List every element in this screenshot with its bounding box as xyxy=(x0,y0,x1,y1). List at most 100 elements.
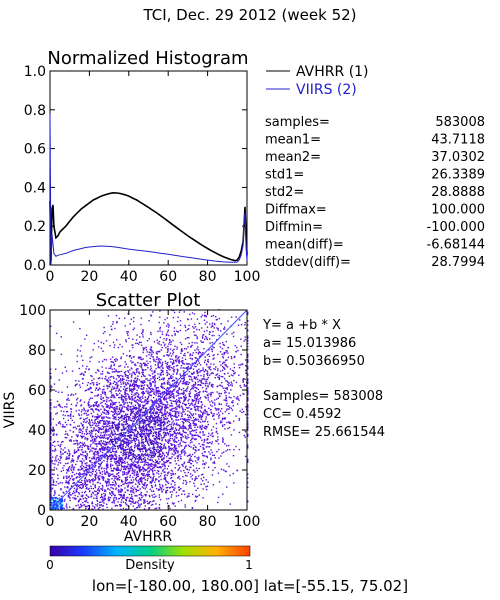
density-cell xyxy=(86,437,89,440)
density-cell xyxy=(105,426,107,428)
density-cell xyxy=(96,381,98,384)
density-cell xyxy=(87,381,89,384)
density-cell xyxy=(75,380,77,382)
density-cell xyxy=(112,323,114,325)
density-cell xyxy=(165,346,167,349)
histogram-x-tick-label: 0 xyxy=(46,269,55,285)
density-cell xyxy=(93,441,95,443)
density-cell xyxy=(122,401,125,403)
density-cell xyxy=(239,384,241,387)
density-cell xyxy=(119,392,121,395)
density-cell xyxy=(121,461,124,463)
density-cell xyxy=(194,479,196,482)
density-cell xyxy=(133,317,135,319)
density-cell xyxy=(154,469,156,472)
density-cell xyxy=(220,393,222,395)
density-cell xyxy=(161,415,163,417)
density-cell xyxy=(159,398,161,400)
density-cell xyxy=(116,339,118,341)
density-cell xyxy=(164,461,166,464)
density-cell xyxy=(162,373,164,376)
density-cell xyxy=(101,373,104,375)
density-cell xyxy=(131,383,134,385)
density-cell xyxy=(89,357,91,359)
density-cell xyxy=(55,424,58,426)
density-cell xyxy=(147,448,150,450)
density-cell xyxy=(178,401,181,403)
density-cell xyxy=(75,463,77,466)
density-cell xyxy=(67,419,69,421)
density-cell xyxy=(68,493,70,495)
density-cell xyxy=(164,343,166,345)
density-cell xyxy=(220,403,222,406)
density-cell xyxy=(101,411,104,413)
density-cell xyxy=(98,377,101,379)
density-cell xyxy=(166,333,168,336)
density-cell xyxy=(242,392,244,395)
density-cell xyxy=(178,362,180,364)
density-cell xyxy=(211,451,213,454)
density-cell xyxy=(106,401,108,403)
density-cell xyxy=(79,481,81,484)
density-cell xyxy=(131,472,134,474)
density-cell xyxy=(151,408,153,410)
density-cell xyxy=(156,446,158,449)
density-cell xyxy=(127,463,129,465)
density-cell xyxy=(226,409,228,411)
density-cell xyxy=(130,402,133,404)
density-cell xyxy=(145,440,147,443)
density-cell xyxy=(68,467,70,469)
density-cell xyxy=(105,413,107,415)
density-cell xyxy=(105,448,108,450)
density-cell xyxy=(182,430,184,433)
density-cell xyxy=(60,456,63,458)
density-cell xyxy=(191,399,193,401)
density-cell xyxy=(141,368,143,370)
density-cell xyxy=(94,494,96,496)
density-cell xyxy=(110,463,112,465)
density-cell xyxy=(130,452,133,454)
density-cell xyxy=(80,355,83,357)
density-cell xyxy=(233,395,235,398)
density-cell xyxy=(120,383,122,385)
density-cell xyxy=(181,434,183,437)
density-cell xyxy=(200,327,203,329)
density-cell xyxy=(216,385,218,388)
density-cell xyxy=(169,365,171,367)
density-cell xyxy=(181,415,183,417)
density-cell xyxy=(86,454,89,456)
density-cell xyxy=(153,371,155,374)
density-cell xyxy=(72,321,75,323)
density-cell xyxy=(78,448,80,451)
density-cell xyxy=(193,434,195,437)
density-cell xyxy=(150,390,152,392)
density-cell xyxy=(62,453,64,455)
density-cell xyxy=(137,417,140,419)
density-cell xyxy=(144,453,146,455)
density-cell xyxy=(101,405,103,407)
density-cell xyxy=(220,375,222,378)
density-cell xyxy=(171,414,174,417)
density-cell xyxy=(177,392,179,394)
density-cell xyxy=(149,383,151,385)
density-cell xyxy=(157,444,159,446)
density-cell xyxy=(195,431,197,434)
density-cell xyxy=(208,432,210,435)
density-cell xyxy=(115,483,117,485)
density-cell xyxy=(120,496,122,499)
density-cell xyxy=(66,507,68,509)
density-cell xyxy=(189,430,191,433)
density-cell xyxy=(212,354,214,357)
density-cell xyxy=(137,368,139,370)
density-cell xyxy=(199,445,202,448)
density-cell xyxy=(134,508,136,510)
density-cell xyxy=(149,495,151,498)
density-cell xyxy=(193,482,195,485)
density-cell xyxy=(152,472,154,475)
density-cell xyxy=(151,481,153,483)
density-cell xyxy=(167,345,169,348)
density-cell xyxy=(185,396,187,398)
density-cell xyxy=(144,494,146,496)
density-cell xyxy=(183,490,185,492)
density-cell xyxy=(149,463,151,465)
